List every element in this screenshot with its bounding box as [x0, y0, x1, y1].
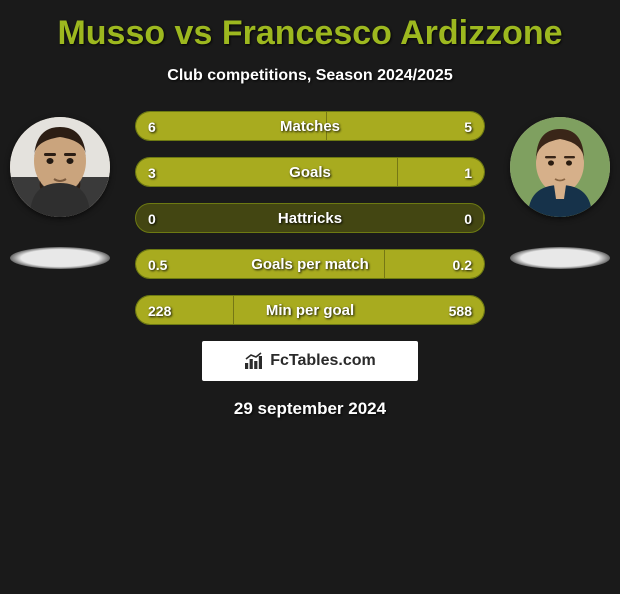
stat-label: Matches	[136, 112, 484, 141]
stat-row: 00Hattricks	[135, 203, 485, 233]
brand-badge: FcTables.com	[202, 341, 418, 381]
stat-row: 228588Min per goal	[135, 295, 485, 325]
brand-text: FcTables.com	[270, 352, 376, 370]
stat-label: Goals	[136, 158, 484, 187]
player-right-avatar	[510, 117, 610, 217]
stat-row: 65Matches	[135, 111, 485, 141]
stat-row: 31Goals	[135, 157, 485, 187]
comparison-panel: 65Matches 31Goals 00Hattricks 0.50.2Goals p…	[0, 111, 620, 419]
player-right-shadow	[510, 247, 610, 269]
stat-label: Hattricks	[136, 204, 484, 233]
subtitle: Club competitions, Season 2024/2025	[0, 67, 620, 85]
player-left-shadow	[10, 247, 110, 269]
chart-icon	[244, 352, 264, 370]
stat-label: Goals per match	[136, 250, 484, 279]
stat-row: 0.50.2Goals per match	[135, 249, 485, 279]
stat-label: Min per goal	[136, 296, 484, 325]
date-label: 29 september 2024	[0, 399, 620, 419]
stat-bars: 65Matches 31Goals 00Hattricks 0.50.2Goals p…	[135, 111, 485, 325]
page-title: Musso vs Francesco Ardizzone	[0, 14, 620, 53]
player-left-avatar	[10, 117, 110, 217]
